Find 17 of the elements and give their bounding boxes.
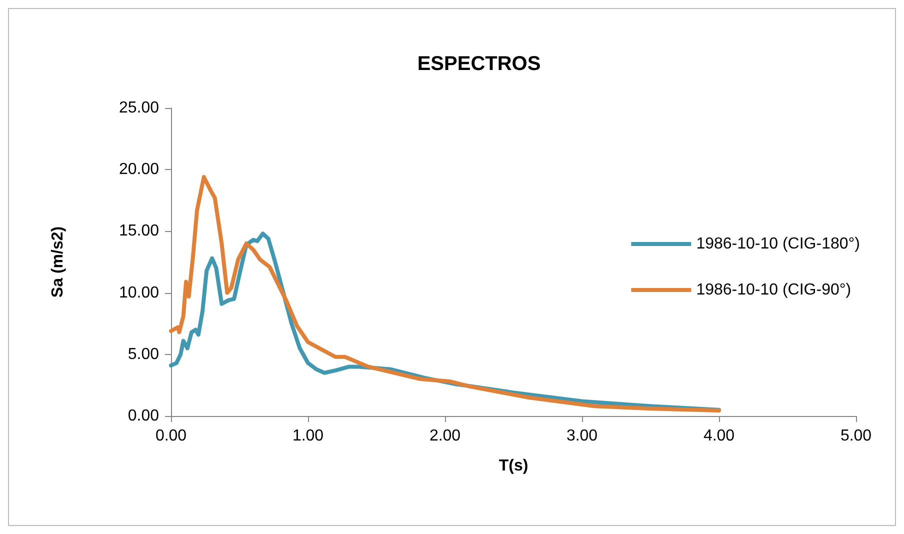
x-tick-label: 3.00 [566,428,598,444]
y-tick-label: 15.00 [118,222,160,240]
y-tick-label: 10.00 [118,284,160,302]
x-tick-label: 0.00 [155,428,187,444]
y-tick-label: 20.00 [118,161,160,178]
legend-label: 1986-10-10 (CIG-180°) [696,236,860,252]
y-tick-label: 25.00 [118,100,160,116]
x-axis-title: T(s) [498,458,528,474]
y-tick-label: 0.00 [128,408,160,424]
x-tick-label: 4.00 [703,428,735,444]
x-tick-label: 5.00 [840,428,872,444]
y-tick-label: 5.00 [128,346,160,363]
x-tick-label: 1.00 [292,428,324,444]
legend-label: 1986-10-10 (CIG-90°) [696,282,852,298]
y-axis-title: Sa (m/s2) [50,226,66,298]
x-tick-label: 2.00 [429,428,461,444]
chart-title: ESPECTROS [417,53,541,75]
